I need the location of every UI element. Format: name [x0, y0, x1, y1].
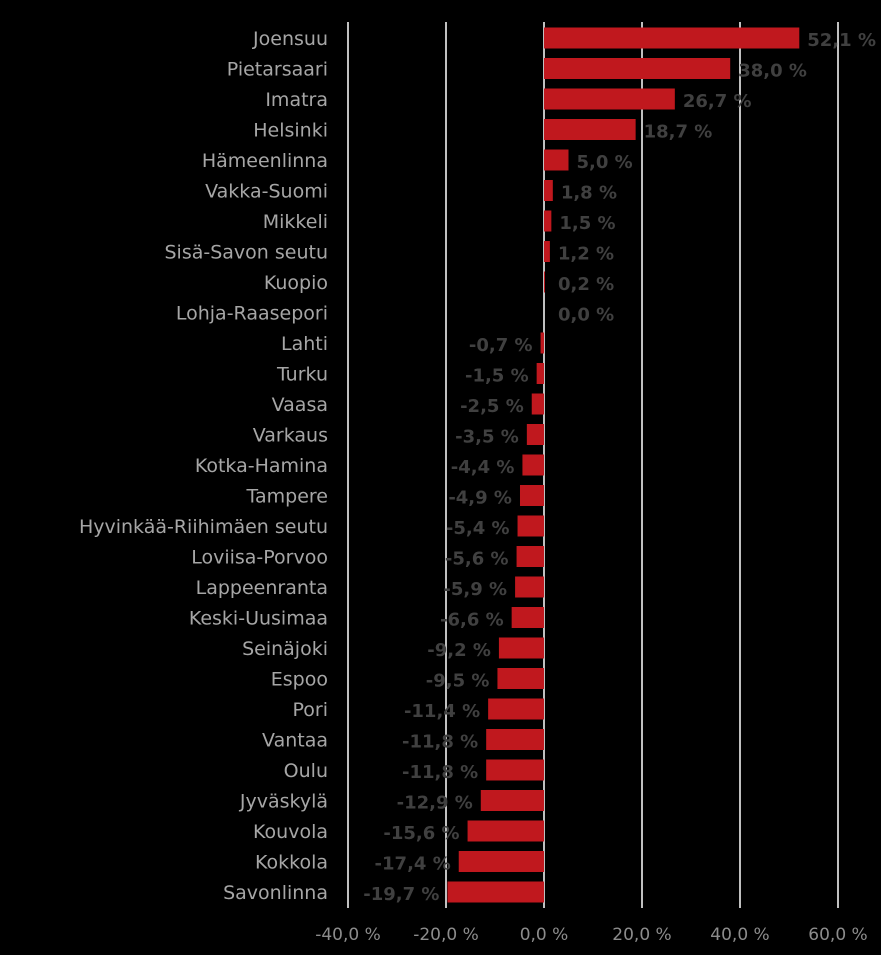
category-label-5: Vakka-Suomi: [205, 181, 328, 203]
category-label-4: Hämeenlinna: [202, 150, 328, 172]
category-label-12: Vaasa: [272, 394, 328, 416]
x-axis-tick-labels: -40,0 % -20,0 % 0,0 % 20,0 % 40,0 % 60,0 %: [315, 925, 867, 945]
bar-4: [544, 149, 569, 171]
category-label-8: Kuopio: [264, 272, 328, 294]
bar-20: [498, 637, 544, 659]
bar-24: [486, 759, 544, 781]
bar-21: [497, 668, 544, 689]
value-label-2: 26,7 %: [683, 91, 752, 112]
category-label-7: Sisä-Savon seutu: [164, 242, 328, 264]
category-label-1: Pietarsaari: [227, 59, 328, 81]
bar-17: [516, 546, 544, 567]
category-label-17: Loviisa-Porvoo: [191, 547, 328, 569]
value-label-24: -11,8 %: [402, 762, 478, 783]
bar-16: [517, 515, 544, 537]
value-label-14: -4,4 %: [451, 457, 515, 478]
value-label-5: 1,8 %: [561, 183, 617, 204]
x-tick-label-0: -40,0 %: [315, 925, 381, 945]
category-label-13: Varkaus: [253, 425, 328, 447]
value-label-21: -9,5 %: [426, 671, 490, 692]
bar-7: [544, 241, 550, 262]
category-label-19: Keski-Uusimaa: [189, 608, 328, 630]
bar-1: [544, 58, 731, 79]
value-label-17: -5,6 %: [445, 549, 509, 570]
value-label-10: -0,7 %: [469, 335, 533, 356]
bar-15: [519, 485, 544, 506]
bar-3: [544, 119, 636, 140]
bar-11: [536, 363, 544, 384]
value-label-7: 1,2 %: [558, 244, 614, 265]
value-label-27: -17,4 %: [375, 854, 451, 875]
bars: [447, 27, 800, 903]
value-label-23: -11,8 %: [402, 732, 478, 753]
x-tick-label-2: 0,0 %: [520, 925, 569, 945]
value-label-11: -1,5 %: [465, 366, 529, 387]
bar-25: [480, 790, 544, 811]
value-label-3: 18,7 %: [644, 122, 713, 143]
category-label-26: Kouvola: [253, 821, 328, 843]
value-label-1: 38,0 %: [738, 61, 807, 82]
bar-26: [467, 820, 544, 842]
category-label-25: Jyväskylä: [239, 791, 328, 813]
category-label-14: Kotka-Hamina: [195, 455, 328, 477]
value-label-19: -6,6 %: [440, 610, 504, 631]
value-labels: 52,1 %38,0 % 26,7 % 18,7 % 5,0 % 1,8 % 1,5 % 1…: [363, 30, 876, 905]
bar-8: [544, 271, 545, 293]
bar-28: [447, 881, 544, 903]
category-label-0: Joensuu: [252, 28, 328, 50]
bar-10: [540, 332, 544, 354]
category-label-22: Pori: [293, 699, 329, 721]
category-labels: Joensuu Pietarsaari Imatra Helsinki Hämeenli…: [79, 28, 328, 904]
bar-22: [488, 698, 544, 720]
bar-18: [515, 576, 544, 598]
value-label-12: -2,5 %: [460, 396, 524, 417]
category-label-3: Helsinki: [253, 120, 328, 142]
value-label-13: -3,5 %: [455, 427, 519, 448]
bar-0: [544, 27, 800, 49]
category-label-28: Savonlinna: [223, 882, 328, 904]
bar-12: [531, 393, 544, 415]
category-label-11: Turku: [276, 364, 328, 386]
category-label-24: Oulu: [284, 760, 328, 782]
category-label-2: Imatra: [265, 89, 328, 111]
value-label-16: -5,4 %: [446, 518, 510, 539]
value-label-28: -19,7 %: [363, 884, 439, 905]
bar-2: [544, 88, 675, 110]
value-label-9: 0,0 %: [558, 305, 614, 326]
category-label-21: Espoo: [271, 669, 328, 691]
category-label-16: Hyvinkää-Riihimäen seutu: [79, 516, 328, 538]
bar-27: [458, 851, 544, 872]
value-label-4: 5,0 %: [577, 152, 633, 173]
bar-13: [526, 424, 544, 445]
value-label-26: -15,6 %: [383, 823, 459, 844]
category-label-20: Seinäjoki: [242, 638, 328, 660]
bar-14: [522, 454, 544, 476]
value-label-20: -9,2 %: [427, 640, 491, 661]
bar-6: [544, 210, 552, 232]
value-label-8: 0,2 %: [558, 274, 614, 295]
x-tick-label-4: 40,0 %: [710, 925, 769, 945]
value-label-25: -12,9 %: [397, 793, 473, 814]
category-label-15: Tampere: [246, 486, 328, 508]
category-label-10: Lahti: [281, 333, 328, 355]
x-tick-label-1: -20,0 %: [413, 925, 479, 945]
bar-23: [486, 729, 544, 750]
x-tick-label-5: 60,0 %: [808, 925, 867, 945]
category-label-27: Kokkola: [255, 852, 328, 874]
category-label-6: Mikkeli: [263, 211, 328, 233]
x-tick-label-3: 20,0 %: [612, 925, 671, 945]
category-label-9: Lohja-Raasepori: [176, 303, 328, 325]
value-label-6: 1,5 %: [559, 213, 615, 234]
category-label-23: Vantaa: [262, 730, 328, 752]
bar-19: [511, 607, 544, 628]
value-label-15: -4,9 %: [448, 488, 512, 509]
value-label-22: -11,4 %: [404, 701, 480, 722]
value-label-18: -5,9 %: [443, 579, 507, 600]
bar-5: [544, 180, 553, 201]
value-label-0: 52,1 %: [807, 30, 876, 51]
category-label-18: Lappeenranta: [196, 577, 328, 599]
